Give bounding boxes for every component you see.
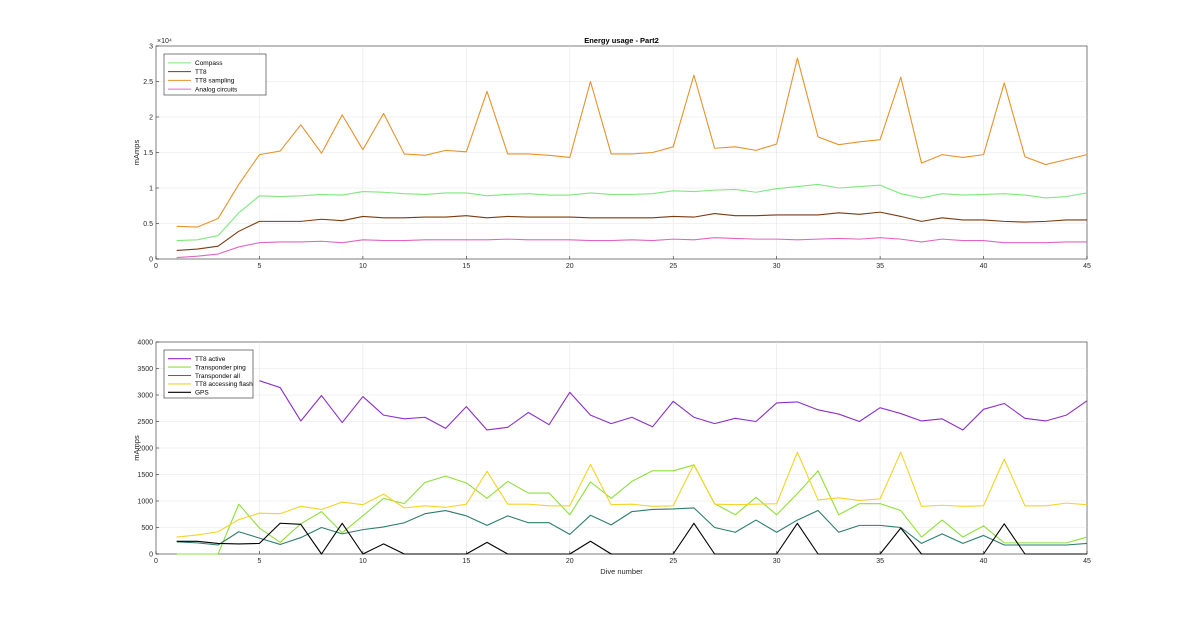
top-x-tick-label: 35 <box>876 263 884 270</box>
top-x-tick-label: 45 <box>1083 263 1091 270</box>
bottom-x-tick-label: 15 <box>462 558 470 565</box>
bottom-legend-label: GPS <box>195 390 209 397</box>
bottom-x-tick-label: 25 <box>669 558 677 565</box>
bottom-x-tick-label: 40 <box>980 558 988 565</box>
bottom-x-tick-label: 35 <box>876 558 884 565</box>
top-x-tick-label: 15 <box>462 263 470 270</box>
bottom-y-tick-label: 1500 <box>137 472 153 479</box>
bottom-x-tick-label: 45 <box>1083 558 1091 565</box>
top-y-axis-label: mAmps <box>132 140 141 166</box>
bottom-y-tick-label: 1000 <box>137 499 153 506</box>
top-y-tick-label: 1 <box>149 186 153 193</box>
bottom-x-tick-label: 20 <box>566 558 574 565</box>
bottom-y-tick-label: 4000 <box>137 340 153 347</box>
top-grid <box>156 46 1087 259</box>
bottom-legend-label: TT8 active <box>195 356 226 363</box>
bottom-y-tick-label: 2500 <box>137 419 153 426</box>
bottom-y-tick-label: 3000 <box>137 393 153 400</box>
top-legend-label: TT8 <box>195 69 207 76</box>
bottom-series-line-tt8-active <box>259 380 1088 431</box>
bottom-x-tick-label: 10 <box>359 558 367 565</box>
bottom-series-line-transponder-all <box>176 507 1088 546</box>
top-x-tick-label: 0 <box>154 263 158 270</box>
top-x-tick-label: 20 <box>566 263 574 270</box>
top-y-tick-label: 2.5 <box>143 79 153 86</box>
top-series-line-tt8-sampling <box>176 57 1088 228</box>
top-series-line-tt8 <box>176 211 1087 252</box>
bottom-legend-box <box>163 349 254 399</box>
top-legend-label: TT8 sampling <box>195 78 235 85</box>
top-legend-box <box>163 53 267 96</box>
bottom-legend-label: Transponder all <box>195 373 240 380</box>
bottom-y-tick-label: 500 <box>141 525 153 532</box>
bottom-plot-panel: 0 5 10 15 20 25 30 35 40 45 0 500 1000 1500 2000 2500 30… <box>132 340 1091 577</box>
bottom-x-tick-label: 5 <box>257 558 261 565</box>
top-y-tick-label: 0.5 <box>143 221 153 228</box>
bottom-series <box>176 380 1088 555</box>
top-chart-title: Energy usage - Part2 <box>584 36 659 45</box>
top-y-tick-label: 2 <box>149 115 153 122</box>
bottom-y-tick-label: 3500 <box>137 366 153 373</box>
top-y-tick-label: 0 <box>149 257 153 264</box>
top-series-line-compass <box>176 183 1088 242</box>
bottom-grid <box>156 342 1087 554</box>
top-series-line-analog-circuits <box>176 237 1087 259</box>
bottom-y-axis-label: mAmps <box>132 435 141 461</box>
bottom-ticks: 0 5 10 15 20 25 30 35 40 45 0 500 1000 1500 2000 2500 30… <box>137 340 1091 566</box>
top-y-tick-label: 3 <box>149 44 153 51</box>
top-y-exponent-label: ×10⁴ <box>157 38 172 45</box>
top-x-tick-label: 40 <box>980 263 988 270</box>
top-x-tick-label: 10 <box>359 263 367 270</box>
bottom-legend-label: Transponder ping <box>195 364 246 371</box>
bottom-series-line-transponder-ping <box>176 464 1088 555</box>
top-x-tick-label: 25 <box>669 263 677 270</box>
bottom-series-line-gps <box>176 522 1087 555</box>
top-ticks: 0 5 10 15 20 25 30 35 40 45 0 0.5 1 1.5 2 2.5 3 <box>143 44 1091 271</box>
top-x-tick-label: 5 <box>257 263 261 270</box>
top-legend-label: Analog circuits <box>195 86 238 93</box>
bottom-y-tick-label: 0 <box>149 552 153 559</box>
top-series <box>176 57 1088 259</box>
bottom-x-tick-label: 0 <box>154 558 158 565</box>
top-legend-label: Compass <box>195 60 223 67</box>
bottom-x-tick-label: 30 <box>773 558 781 565</box>
top-y-tick-label: 1.5 <box>143 150 153 157</box>
bottom-x-axis-label: Dive number <box>600 567 643 576</box>
top-x-tick-label: 30 <box>773 263 781 270</box>
bottom-series-line-tt8-accessing-flash <box>176 451 1088 538</box>
bottom-y-tick-label: 2000 <box>137 446 153 453</box>
bottom-legend-label: TT8 accessing flash <box>195 381 253 388</box>
top-plot-panel: 0 5 10 15 20 25 30 35 40 45 0 0.5 1 1.5 2 2.5 3 Energy u… <box>132 36 1091 270</box>
